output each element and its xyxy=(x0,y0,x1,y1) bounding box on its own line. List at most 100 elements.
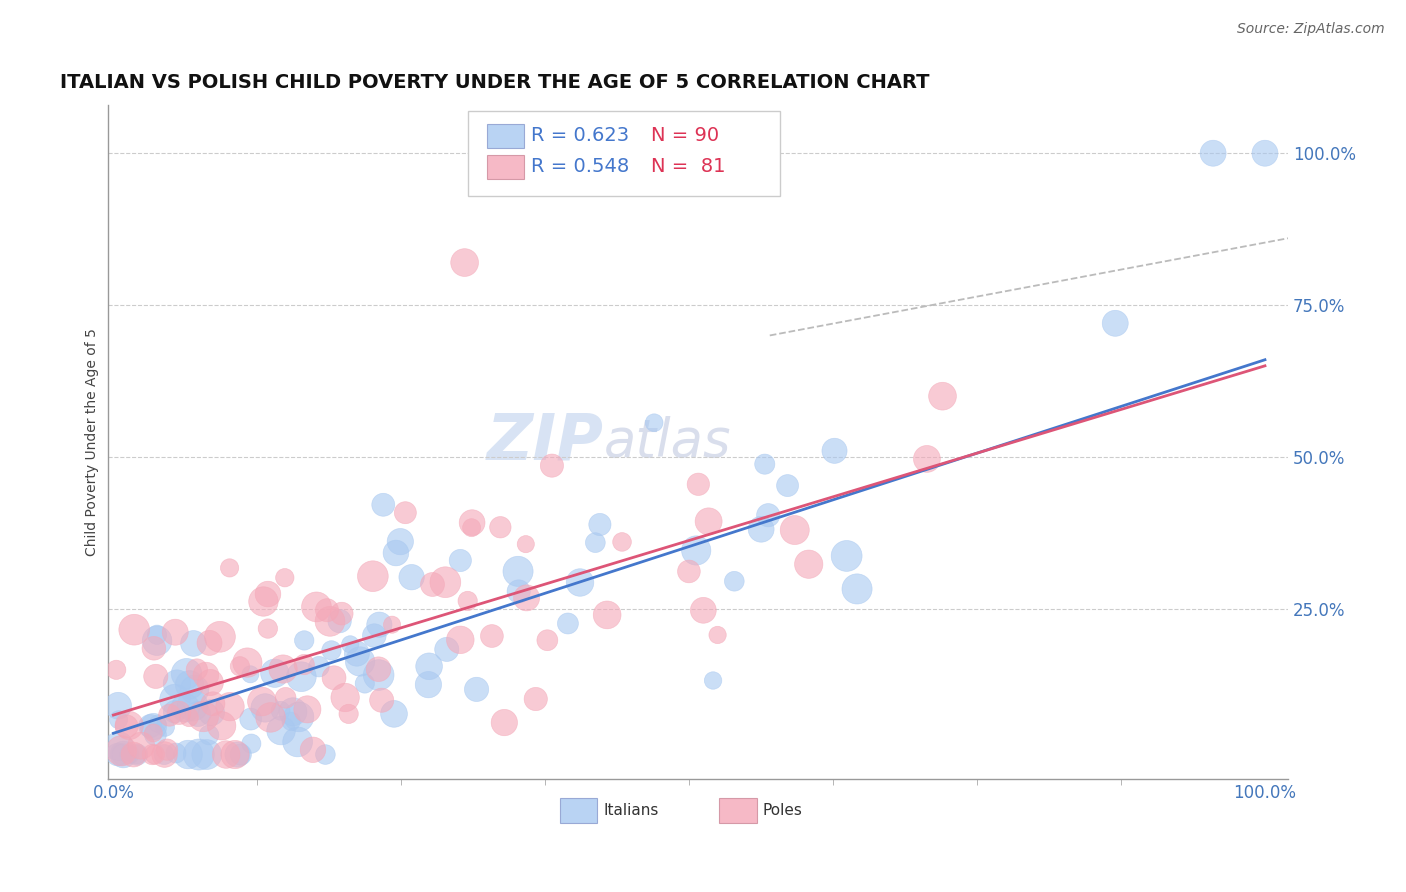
Point xyxy=(449,553,471,567)
Text: ZIP: ZIP xyxy=(486,410,603,473)
Point xyxy=(583,535,606,549)
Point xyxy=(783,523,806,537)
Point xyxy=(219,699,242,714)
Point xyxy=(176,666,198,681)
Text: R = 0.623: R = 0.623 xyxy=(531,126,630,145)
Point xyxy=(115,719,138,733)
Point xyxy=(218,561,240,575)
Point xyxy=(200,706,222,720)
Point xyxy=(297,702,319,716)
Point xyxy=(536,633,558,648)
Point xyxy=(183,636,205,650)
Point xyxy=(111,747,134,762)
Point xyxy=(330,607,353,621)
Point xyxy=(1104,316,1126,330)
Point xyxy=(353,676,375,690)
Point xyxy=(449,632,471,647)
Point xyxy=(367,668,389,682)
Point xyxy=(125,747,148,762)
Text: R = 0.548: R = 0.548 xyxy=(531,157,630,177)
Point xyxy=(457,594,479,608)
Point xyxy=(165,625,187,640)
Point xyxy=(702,673,724,688)
Point xyxy=(323,671,346,685)
Point xyxy=(314,747,336,762)
Point xyxy=(723,574,745,589)
Text: Italians: Italians xyxy=(603,803,659,818)
Point xyxy=(589,517,612,532)
Point xyxy=(288,710,311,724)
Point xyxy=(122,747,145,762)
Point xyxy=(181,698,204,713)
Point xyxy=(494,715,516,730)
Point xyxy=(145,728,167,742)
Point xyxy=(346,647,368,661)
Point xyxy=(1254,146,1277,161)
Point xyxy=(153,747,176,762)
Text: ITALIAN VS POLISH CHILD POVERTY UNDER THE AGE OF 5 CORRELATION CHART: ITALIAN VS POLISH CHILD POVERTY UNDER TH… xyxy=(60,73,929,92)
Point xyxy=(610,535,633,549)
Point xyxy=(165,746,187,760)
Text: Source: ZipAtlas.com: Source: ZipAtlas.com xyxy=(1237,22,1385,37)
Point xyxy=(337,706,360,721)
Point xyxy=(541,458,564,473)
Y-axis label: Child Poverty Under the Age of 5: Child Poverty Under the Age of 5 xyxy=(86,327,100,556)
Point xyxy=(250,694,273,708)
Point xyxy=(122,623,145,637)
Point xyxy=(569,575,592,590)
Point xyxy=(187,747,209,762)
Point xyxy=(239,712,262,726)
Point xyxy=(145,669,167,683)
Point xyxy=(200,675,222,690)
Point xyxy=(643,416,665,430)
Point xyxy=(506,565,529,579)
Point xyxy=(142,720,165,734)
FancyBboxPatch shape xyxy=(486,154,524,179)
Point xyxy=(270,704,292,718)
Point xyxy=(226,747,249,762)
Point xyxy=(389,534,412,549)
Point xyxy=(107,739,129,754)
Point xyxy=(1202,146,1225,161)
Point xyxy=(163,705,186,719)
Point xyxy=(174,700,197,714)
Point xyxy=(316,603,339,617)
Point xyxy=(319,615,342,629)
Point xyxy=(290,670,312,684)
Point xyxy=(163,692,186,706)
Point xyxy=(915,451,938,466)
Point xyxy=(835,549,858,563)
Point xyxy=(394,506,416,520)
Point xyxy=(141,747,163,762)
Point xyxy=(239,667,262,681)
Point xyxy=(524,692,547,706)
Point xyxy=(461,516,484,530)
Point xyxy=(401,570,423,584)
Point xyxy=(363,629,385,643)
Point xyxy=(685,543,707,558)
Point xyxy=(142,641,165,656)
Point xyxy=(215,747,238,762)
Point xyxy=(257,622,280,636)
Point xyxy=(146,716,169,731)
Text: atlas: atlas xyxy=(603,416,731,467)
Point xyxy=(271,662,294,676)
Point xyxy=(596,607,619,622)
Point xyxy=(692,603,714,617)
Text: N =  81: N = 81 xyxy=(651,157,725,177)
Point xyxy=(254,701,277,715)
Point xyxy=(308,659,330,673)
Point xyxy=(339,637,361,651)
Point xyxy=(129,739,152,753)
Point xyxy=(229,747,252,762)
Point xyxy=(292,657,315,672)
Point xyxy=(107,698,129,713)
Point xyxy=(370,693,392,707)
Point xyxy=(187,706,209,721)
Point xyxy=(211,719,233,733)
Point xyxy=(252,594,274,608)
FancyBboxPatch shape xyxy=(560,797,598,822)
Point xyxy=(368,617,391,632)
Point xyxy=(257,587,280,601)
Point xyxy=(259,710,281,724)
